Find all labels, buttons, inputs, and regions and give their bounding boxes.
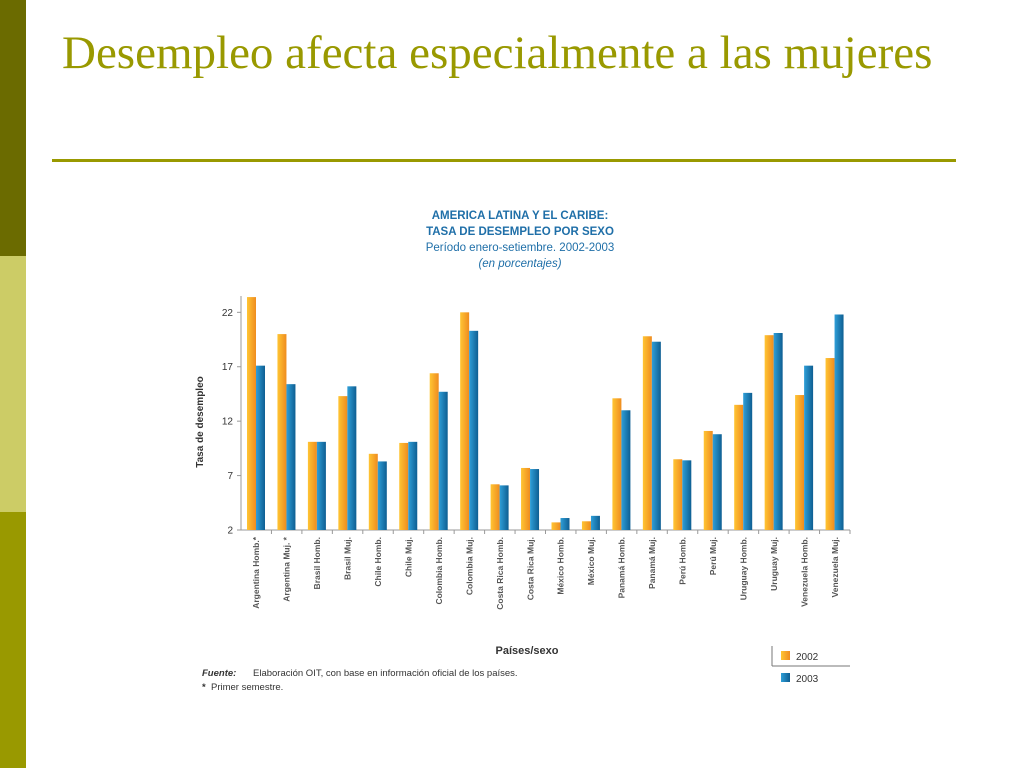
x-tick-label: Chile Homb. xyxy=(373,537,383,587)
footnote-asterisk-mark: * xyxy=(202,682,206,693)
bar-venezuela-muj-2003 xyxy=(834,314,844,530)
bar-brasil-homb-2003 xyxy=(316,441,326,530)
y-tick-label: 22 xyxy=(222,308,234,319)
y-tick-label: 7 xyxy=(227,471,233,482)
x-tick-label: Uruguay Muj. xyxy=(769,537,779,591)
bar-panama-homb-2003 xyxy=(621,410,631,530)
footnote-asterisk-text: Primer semestre. xyxy=(211,682,283,693)
x-tick-label: Panamá Homb. xyxy=(617,537,627,598)
x-tick-label: Panamá Muj. xyxy=(647,537,657,589)
bar-uruguay-homb-2002 xyxy=(734,404,744,530)
footnote-source-label: Fuente: xyxy=(202,668,236,679)
x-tick-label: Perú Muj. xyxy=(708,537,718,575)
bar-panama-homb-2002 xyxy=(612,398,622,530)
x-tick-label: Venezuela Homb. xyxy=(799,537,809,607)
footnote-asterisk: * Primer semestre. xyxy=(202,682,283,693)
side-band-bottom xyxy=(0,512,26,768)
bar-costa-rica-homb-2003 xyxy=(499,485,509,530)
bar-peru-homb-2003 xyxy=(682,460,692,530)
bar-mexico-muj-2002 xyxy=(581,521,591,530)
slide-title: Desempleo afecta especialmente a las muj… xyxy=(62,27,933,79)
x-tick-label: Argentina Homb.* xyxy=(251,536,261,608)
y-tick-label: 12 xyxy=(222,417,234,428)
bar-costa-rica-muj-2003 xyxy=(530,469,540,530)
side-band-middle xyxy=(0,256,26,512)
bar-chile-muj-2003 xyxy=(408,441,418,530)
title-divider xyxy=(52,159,956,162)
bar-venezuela-muj-2002 xyxy=(825,358,835,530)
chart-title-line1: AMERICA LATINA Y EL CARIBE: xyxy=(432,210,609,222)
y-axis-label: Tasa de desempleo xyxy=(195,376,206,468)
bar-colombia-homb-2002 xyxy=(429,373,439,530)
bar-peru-homb-2002 xyxy=(673,459,683,530)
bar-peru-muj-2002 xyxy=(703,430,713,530)
x-tick-label: Argentina Muj. * xyxy=(282,536,292,601)
bar-chile-homb-2003 xyxy=(377,461,387,530)
bar-costa-rica-muj-2002 xyxy=(521,467,531,530)
x-tick-label: Brasil Muj. xyxy=(343,537,353,580)
bar-chile-homb-2002 xyxy=(368,453,378,530)
footnote-source: Fuente: Elaboración OIT, con base en inf… xyxy=(202,668,518,679)
bar-colombia-muj-2003 xyxy=(469,330,479,530)
chart-subtitle-units: (en porcentajes) xyxy=(478,258,561,270)
bar-mexico-homb-2002 xyxy=(551,522,561,530)
x-tick-label: Venezuela Muj. xyxy=(830,537,840,597)
bar-costa-rica-homb-2002 xyxy=(490,484,500,530)
side-band-top xyxy=(0,0,26,256)
x-tick-label: Chile Muj. xyxy=(403,537,413,577)
x-tick-label: Costa Rica Homb. xyxy=(495,537,505,610)
chart-title-line2: TASA DE DESEMPLEO POR SEXO xyxy=(426,226,614,238)
bar-brasil-homb-2002 xyxy=(307,441,317,530)
legend: 2002 2003 xyxy=(771,646,850,685)
bar-chile-muj-2002 xyxy=(399,442,409,530)
bar-brasil-muj-2003 xyxy=(347,386,357,530)
bar-argentina-muj-2002 xyxy=(277,334,287,530)
footnote-source-text: Elaboración OIT, con base en información… xyxy=(253,668,518,679)
bar-brasil-muj-2002 xyxy=(338,396,348,530)
bar-argentina-muj-2003 xyxy=(286,384,296,530)
x-tick-label: Costa Rica Muj. xyxy=(525,537,535,600)
bar-uruguay-homb-2003 xyxy=(743,392,753,530)
x-tick-label: Perú Homb. xyxy=(678,537,688,585)
bar-venezuela-homb-2003 xyxy=(804,365,814,530)
bar-mexico-muj-2003 xyxy=(590,515,600,530)
x-tick-label: Colombia Homb. xyxy=(434,537,444,605)
legend-swatch-2002 xyxy=(781,651,790,660)
x-tick-label: Brasil Homb. xyxy=(312,537,322,589)
x-tick-label: Uruguay Homb. xyxy=(738,537,748,600)
bar-panama-muj-2002 xyxy=(642,336,652,530)
y-tick-label: 17 xyxy=(222,362,234,373)
legend-label-2002: 2002 xyxy=(796,652,819,663)
x-tick-label: México Homb. xyxy=(556,537,566,595)
bar-peru-muj-2003 xyxy=(712,434,722,530)
bar-panama-muj-2003 xyxy=(651,341,661,530)
x-axis-label: Países/sexo xyxy=(496,645,559,657)
y-tick-label: 2 xyxy=(227,526,233,537)
legend-label-2003: 2003 xyxy=(796,674,819,685)
bar-colombia-muj-2002 xyxy=(460,312,470,530)
bar-venezuela-homb-2002 xyxy=(795,395,805,530)
x-tick-label: México Muj. xyxy=(586,537,596,585)
chart-subtitle: Período enero-setiembre. 2002-2003 xyxy=(426,242,615,254)
bar-argentina-homb-2003 xyxy=(256,365,265,530)
bar-uruguay-muj-2003 xyxy=(773,333,783,530)
legend-swatch-2003 xyxy=(781,673,790,682)
bar-argentina-homb-2002 xyxy=(247,297,256,530)
bar-uruguay-muj-2002 xyxy=(764,335,774,530)
bar-colombia-homb-2003 xyxy=(438,391,448,530)
bar-mexico-homb-2003 xyxy=(560,518,570,530)
x-tick-label: Colombia Muj. xyxy=(464,537,474,595)
